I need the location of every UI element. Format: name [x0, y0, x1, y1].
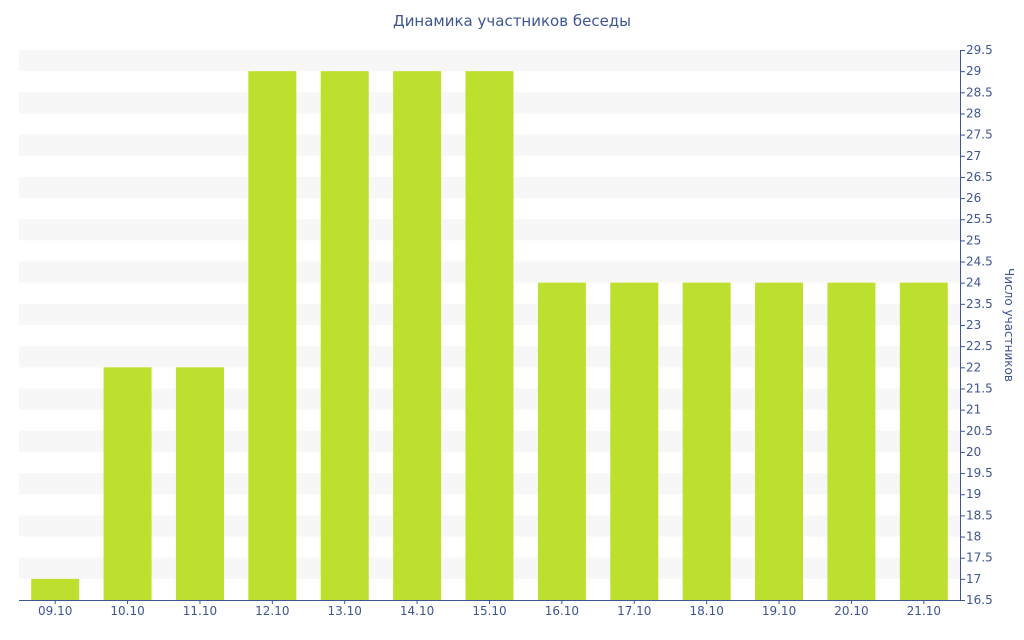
x-tick-label: 16.10 — [545, 604, 579, 618]
bar-09.10 — [31, 578, 80, 600]
bar-15.10 — [465, 71, 514, 600]
y-tick-label: 20.5 — [966, 424, 993, 438]
y-tick-label: 29 — [966, 64, 981, 78]
x-tick-label: 20.10 — [834, 604, 868, 618]
y-tick-label: 17.5 — [966, 551, 993, 565]
grid-band — [19, 50, 960, 72]
bar-12.10 — [248, 71, 297, 600]
bar-10.10 — [103, 367, 152, 600]
y-tick-label: 21 — [966, 403, 981, 417]
bar-21.10 — [899, 282, 948, 600]
y-tick-label: 16.5 — [966, 593, 993, 607]
x-tick-label: 14.10 — [400, 604, 434, 618]
y-tick-label: 29.5 — [966, 43, 993, 57]
y-tick-label: 23 — [966, 318, 981, 332]
x-tick-label: 21.10 — [907, 604, 941, 618]
y-tick-label: 22.5 — [966, 339, 993, 353]
y-tick-label: 28.5 — [966, 85, 993, 99]
y-tick-label: 23.5 — [966, 297, 993, 311]
bar-11.10 — [175, 367, 224, 600]
y-tick-label: 21.5 — [966, 381, 993, 395]
x-tick-label: 12.10 — [255, 604, 289, 618]
bar-13.10 — [320, 71, 369, 600]
y-tick-label: 25 — [966, 233, 981, 247]
x-tick-label: 19.10 — [762, 604, 796, 618]
axes — [19, 50, 965, 604]
bars — [31, 71, 948, 600]
x-tick-label: 17.10 — [617, 604, 651, 618]
y-tick-label: 24.5 — [966, 255, 993, 269]
y-tick-label: 27 — [966, 149, 981, 163]
y-tick-label: 26 — [966, 191, 981, 205]
x-tick-label: 09.10 — [38, 604, 72, 618]
x-tick-label: 18.10 — [689, 604, 723, 618]
y-tick-label: 28 — [966, 106, 981, 120]
y-tick-label: 26.5 — [966, 170, 993, 184]
bar-17.10 — [610, 282, 659, 600]
y-tick-label: 20 — [966, 445, 981, 459]
y-tick-label: 24 — [966, 276, 981, 290]
y-tick-label: 25.5 — [966, 212, 993, 226]
bar-18.10 — [682, 282, 731, 600]
y-tick-label: 19 — [966, 487, 981, 501]
bar-14.10 — [393, 71, 442, 600]
y-axis-title: Число участников — [1002, 268, 1016, 382]
bar-19.10 — [755, 282, 804, 600]
x-tick-label: 11.10 — [183, 604, 217, 618]
chart-title: Динамика участников беседы — [392, 12, 632, 30]
y-tick-label: 19.5 — [966, 466, 993, 480]
x-tick-label: 13.10 — [328, 604, 362, 618]
y-tick-labels: 16.5 17 17.5 18 18.5 19 19.5 20 20.5 21 21.5 22 22.5… — [966, 43, 993, 607]
x-tick-label: 15.10 — [472, 604, 506, 618]
bar-16.10 — [537, 282, 586, 600]
bar-20.10 — [827, 282, 876, 600]
x-tick-labels: 09.10 10.10 11.10 12.10 13.10 14.10 15.10 16.10… — [38, 604, 941, 618]
y-tick-label: 18.5 — [966, 508, 993, 522]
x-tick-label: 10.10 — [110, 604, 144, 618]
y-tick-label: 27.5 — [966, 128, 993, 142]
y-tick-label: 22 — [966, 360, 981, 374]
y-tick-label: 18 — [966, 530, 981, 544]
y-tick-label: 17 — [966, 572, 981, 586]
